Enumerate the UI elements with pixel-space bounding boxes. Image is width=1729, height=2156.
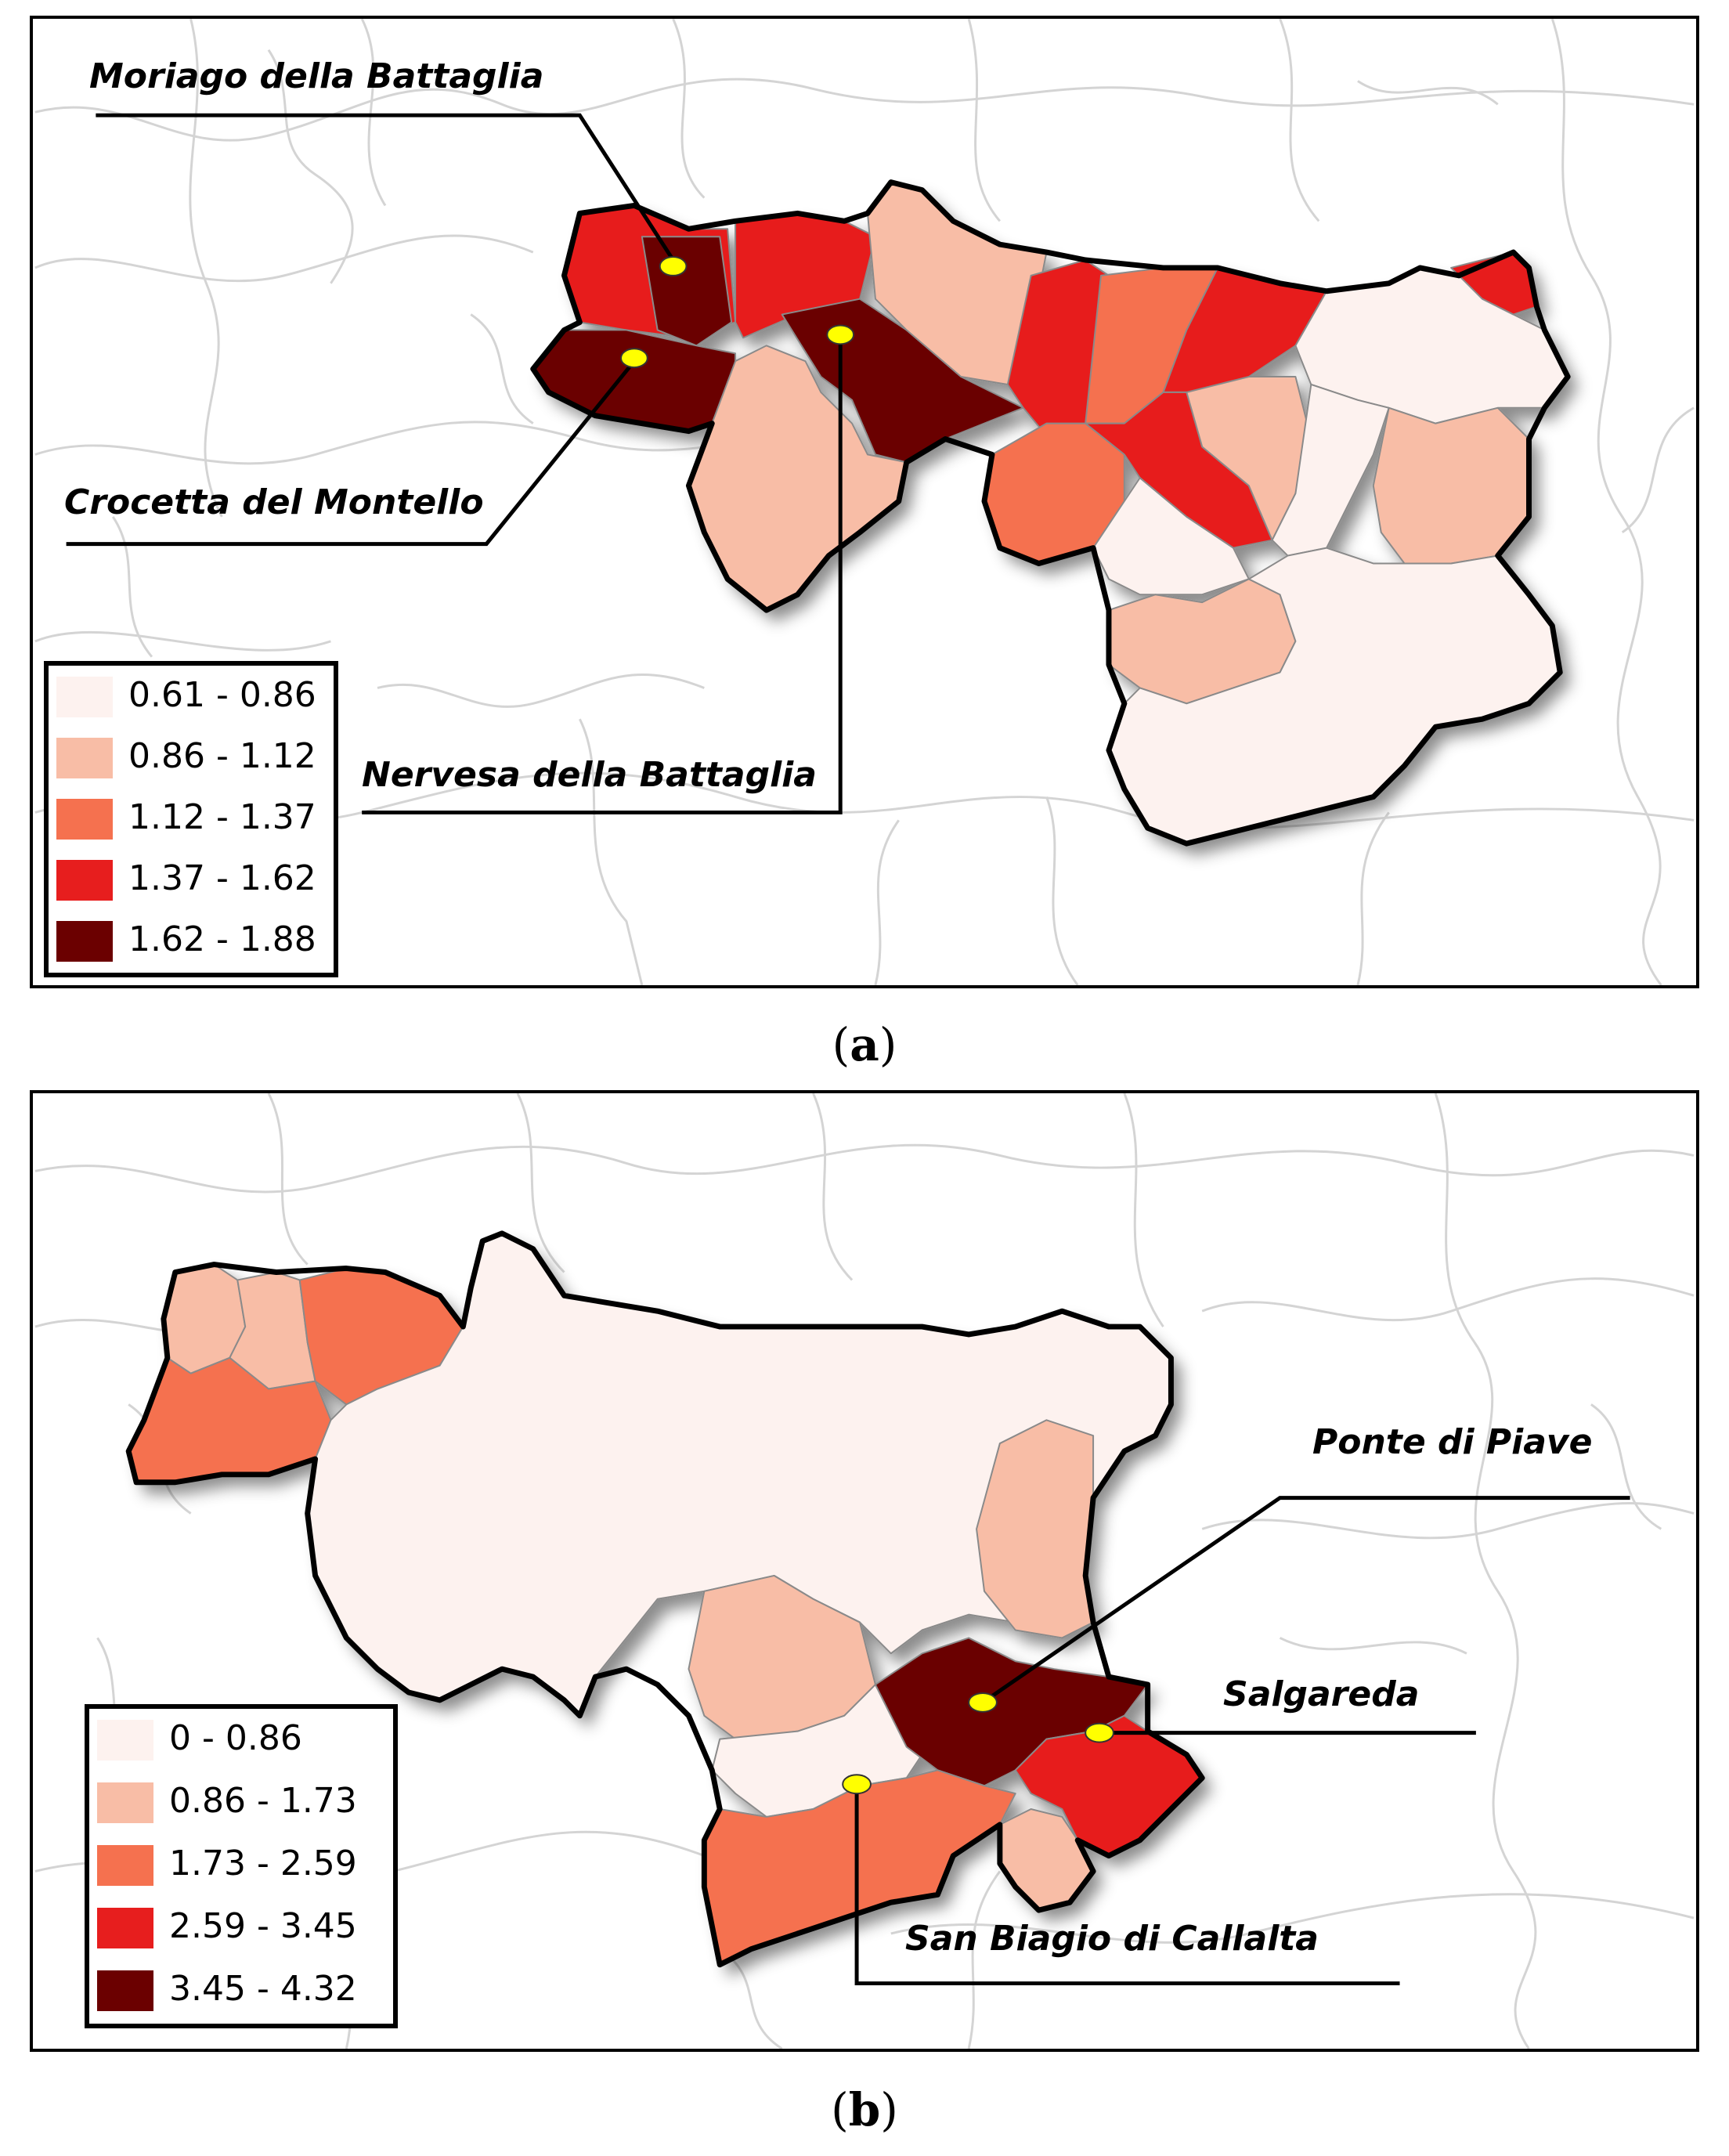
caption-a-letter: a <box>850 1018 879 1071</box>
legend-swatch <box>56 677 113 717</box>
background-boundaries <box>34 19 1695 985</box>
legend-label: 1.12 - 1.37 <box>128 797 316 837</box>
legend-label: 1.37 - 1.62 <box>128 858 316 898</box>
map-b-svg <box>34 1093 1695 2049</box>
legend-label: 1.62 - 1.88 <box>128 919 316 959</box>
legend-label: 2.59 - 3.45 <box>169 1906 357 1946</box>
leader-ponte-di-piave <box>981 1496 1630 1704</box>
legend-swatch <box>97 1970 153 2011</box>
marker-san-biagio <box>842 1774 872 1795</box>
legend-label: 0.86 - 1.12 <box>128 736 316 776</box>
legend-swatch <box>97 1908 153 1948</box>
place-label-moriago: Moriago della Battaglia <box>89 56 544 96</box>
place-label-ponte-di-piave: Ponte di Piave <box>1312 1422 1593 1462</box>
caption-b-letter: b <box>848 2083 881 2136</box>
map-panel-b: Ponte di Piave Salgareda San Biagio di C… <box>30 1090 1699 2052</box>
marker-ponte-di-piave <box>968 1692 998 1713</box>
marker-salgareda <box>1085 1722 1114 1743</box>
study-area-b-outline <box>125 1230 1205 1968</box>
leader-moriago <box>96 113 675 262</box>
legend-label: 0.61 - 0.86 <box>128 675 316 715</box>
legend-a: 0.61 - 0.86 0.86 - 1.12 1.12 - 1.37 1.37… <box>44 661 338 977</box>
legend-b: 0 - 0.86 0.86 - 1.73 1.73 - 2.59 2.59 - … <box>85 1704 398 2028</box>
leader-crocetta <box>66 359 636 547</box>
study-area-a-outline <box>530 179 1571 847</box>
markers-b <box>842 1692 1114 1795</box>
study-area-b <box>128 1232 1204 1966</box>
markers-a <box>620 256 855 369</box>
region-a-light-3 <box>1092 477 1250 596</box>
legend-swatch <box>56 799 113 840</box>
legend-swatch <box>56 738 113 778</box>
region-a-crocetta <box>532 329 737 432</box>
marker-moriago <box>659 256 688 276</box>
legend-swatch <box>56 860 113 901</box>
legend-swatch <box>56 921 113 962</box>
leader-san-biagio <box>854 1790 1400 1986</box>
place-label-salgareda: Salgareda <box>1223 1674 1420 1714</box>
legend-label: 0.86 - 1.73 <box>169 1781 357 1821</box>
place-label-crocetta: Crocetta del Montello <box>64 482 484 522</box>
legend-label: 3.45 - 4.32 <box>169 1969 357 2009</box>
region-a-salmon-4 <box>1372 406 1530 565</box>
legend-label: 1.73 - 2.59 <box>169 1844 357 1883</box>
legend-label: 0 - 0.86 <box>169 1718 302 1758</box>
caption-a: (a) <box>832 1018 897 1071</box>
leader-nervesa <box>362 338 843 814</box>
legend-swatch <box>97 1782 153 1823</box>
leader-lines-a <box>66 113 843 814</box>
map-a-svg <box>34 19 1695 985</box>
region-a-light-2 <box>1271 383 1390 557</box>
marker-nervesa <box>826 324 855 345</box>
legend-swatch <box>97 1720 153 1761</box>
map-panel-a: Moriago della Battaglia Crocetta del Mon… <box>30 16 1699 988</box>
legend-swatch <box>97 1845 153 1886</box>
marker-crocetta <box>620 348 648 369</box>
place-label-nervesa: Nervesa della Battaglia <box>362 755 817 795</box>
place-label-san-biagio: San Biagio di Callalta <box>905 1919 1319 1959</box>
leader-lines-b <box>854 1496 1630 1986</box>
study-area-a <box>532 181 1569 845</box>
caption-b: (b) <box>831 2083 898 2136</box>
